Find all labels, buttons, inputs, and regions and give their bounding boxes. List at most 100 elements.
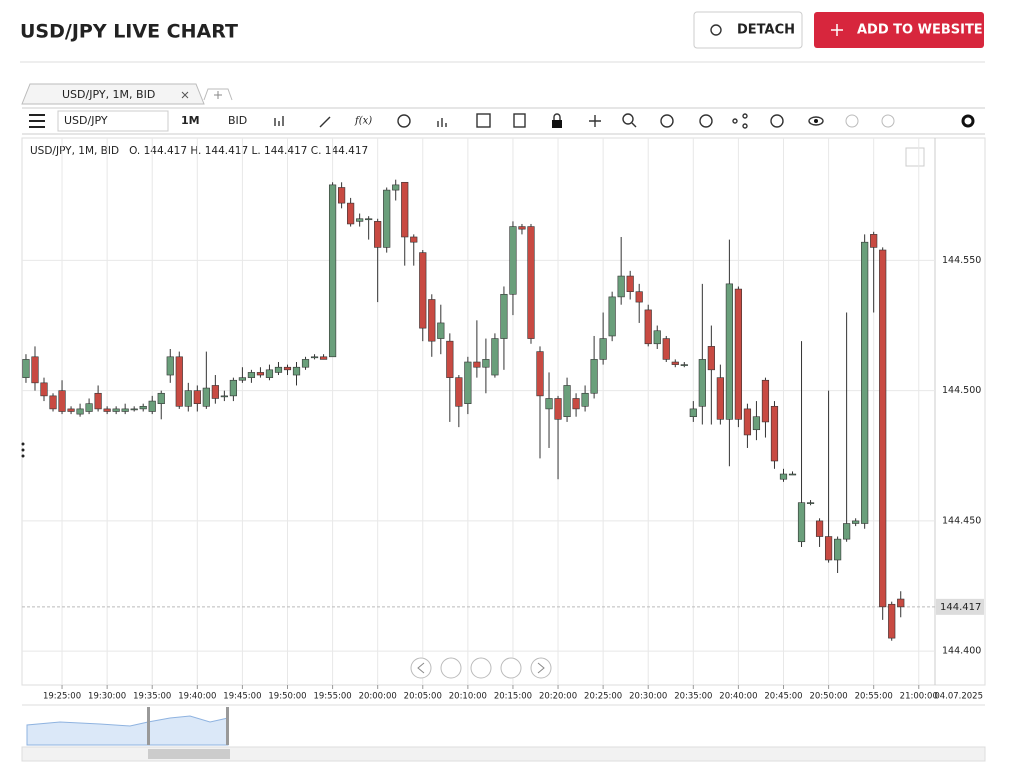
interval[interactable]: 1M	[181, 114, 200, 127]
candle-body	[644, 309, 652, 345]
candle-body	[283, 366, 292, 371]
scrollbar[interactable]	[21, 746, 986, 762]
chart-frame	[21, 137, 986, 686]
candle-body	[815, 520, 824, 537]
candle-body	[653, 330, 661, 345]
y-tick-label: 144.550	[942, 255, 981, 266]
candle-body	[617, 275, 625, 298]
menu-button[interactable]	[29, 114, 45, 128]
candle-body	[554, 398, 562, 420]
candle-body	[572, 398, 580, 410]
add-button[interactable]	[814, 12, 984, 48]
candle-body	[31, 356, 39, 384]
candle-body	[843, 523, 851, 540]
candle-body	[482, 359, 490, 368]
zoom-controls[interactable]	[410, 657, 552, 679]
candle-body	[419, 252, 427, 329]
candle-body	[680, 364, 688, 366]
candle-body	[599, 338, 607, 360]
candle-body	[130, 408, 138, 411]
indicators[interactable]: f(x)	[354, 116, 372, 127]
toolbar-icons	[274, 113, 975, 129]
candle-body	[383, 189, 391, 248]
x-tick-label: 19:40:00	[178, 692, 216, 702]
candle-body	[897, 598, 905, 608]
candle-body	[338, 187, 346, 204]
candle-body	[581, 392, 589, 407]
candle-body	[870, 234, 878, 248]
navigator-area	[26, 715, 229, 746]
candle-body	[121, 408, 129, 412]
candle-body	[265, 369, 274, 378]
candle-body	[608, 296, 616, 337]
candle-body	[545, 398, 553, 410]
candle-body	[410, 236, 418, 243]
candle-body	[428, 299, 436, 342]
x-tick-label: 20:55:00	[855, 692, 893, 702]
candle-body	[626, 275, 634, 292]
candle-body	[148, 400, 156, 412]
side-handle[interactable]	[21, 442, 25, 458]
candle-body	[797, 502, 806, 543]
navigator-handle[interactable]	[147, 707, 150, 745]
candle-body	[752, 416, 761, 431]
x-tick-label: 20:30:00	[629, 692, 667, 702]
x-tick-label: 19:50:00	[268, 692, 306, 702]
tab-close[interactable]	[181, 91, 189, 99]
candle-body	[85, 403, 93, 412]
candle-body	[509, 226, 517, 295]
detach-button[interactable]	[693, 11, 803, 49]
x-tick-label: 19:55:00	[313, 692, 351, 702]
candle-body	[76, 408, 84, 415]
x-tick-label: 20:15:00	[494, 692, 532, 702]
add-label: ADD TO WEBSITE	[857, 23, 983, 38]
candle-body	[229, 379, 237, 397]
candle-body	[401, 181, 409, 238]
candle-body	[635, 291, 643, 303]
candle-body	[202, 387, 210, 407]
candle-body	[40, 382, 48, 397]
x-tick-label: 20:25:00	[584, 692, 622, 702]
candle-body	[103, 408, 111, 412]
popout-button[interactable]	[905, 147, 925, 167]
candle-body	[698, 359, 706, 407]
candle-body	[49, 395, 57, 410]
candle-body	[301, 359, 310, 368]
navigator-handle[interactable]	[226, 707, 229, 745]
x-tick-label: 20:00:00	[359, 692, 397, 702]
candle-body	[392, 184, 400, 191]
x-tick-label: 19:30:00	[88, 692, 126, 702]
candle-body	[437, 322, 445, 339]
x-tick-label: 19:45:00	[223, 692, 261, 702]
page-title: USD/JPY LIVE CHART	[20, 21, 238, 43]
candle-body	[888, 603, 896, 639]
candle-body	[220, 395, 228, 398]
candle-body	[139, 405, 147, 410]
candle-body	[590, 359, 598, 394]
candle-body	[861, 241, 869, 524]
candle-body	[527, 226, 535, 339]
scroll-thumb[interactable]	[148, 749, 230, 759]
candle-body	[536, 351, 544, 397]
candle-body	[184, 390, 192, 407]
candle-body	[67, 408, 75, 412]
candle-body	[356, 218, 364, 222]
candle-body	[256, 372, 265, 376]
candle-body	[193, 390, 201, 404]
candle-body	[707, 346, 715, 371]
candle-body	[500, 293, 508, 339]
candle-body	[716, 377, 724, 420]
x-tick-label: 20:05:00	[404, 692, 442, 702]
candle-body	[834, 538, 842, 561]
x-tick-label: 20:35:00	[674, 692, 712, 702]
symbol-select[interactable]	[57, 110, 169, 132]
tab[interactable]	[21, 83, 205, 105]
candle-body	[175, 356, 183, 407]
candle-body	[824, 536, 833, 561]
date-label: 04.07.2025	[934, 692, 983, 702]
candle-body	[770, 405, 779, 462]
last-price-label: 144.417	[940, 602, 981, 613]
price-type[interactable]: BID	[228, 114, 247, 127]
x-tick-label: 20:50:00	[809, 692, 847, 702]
